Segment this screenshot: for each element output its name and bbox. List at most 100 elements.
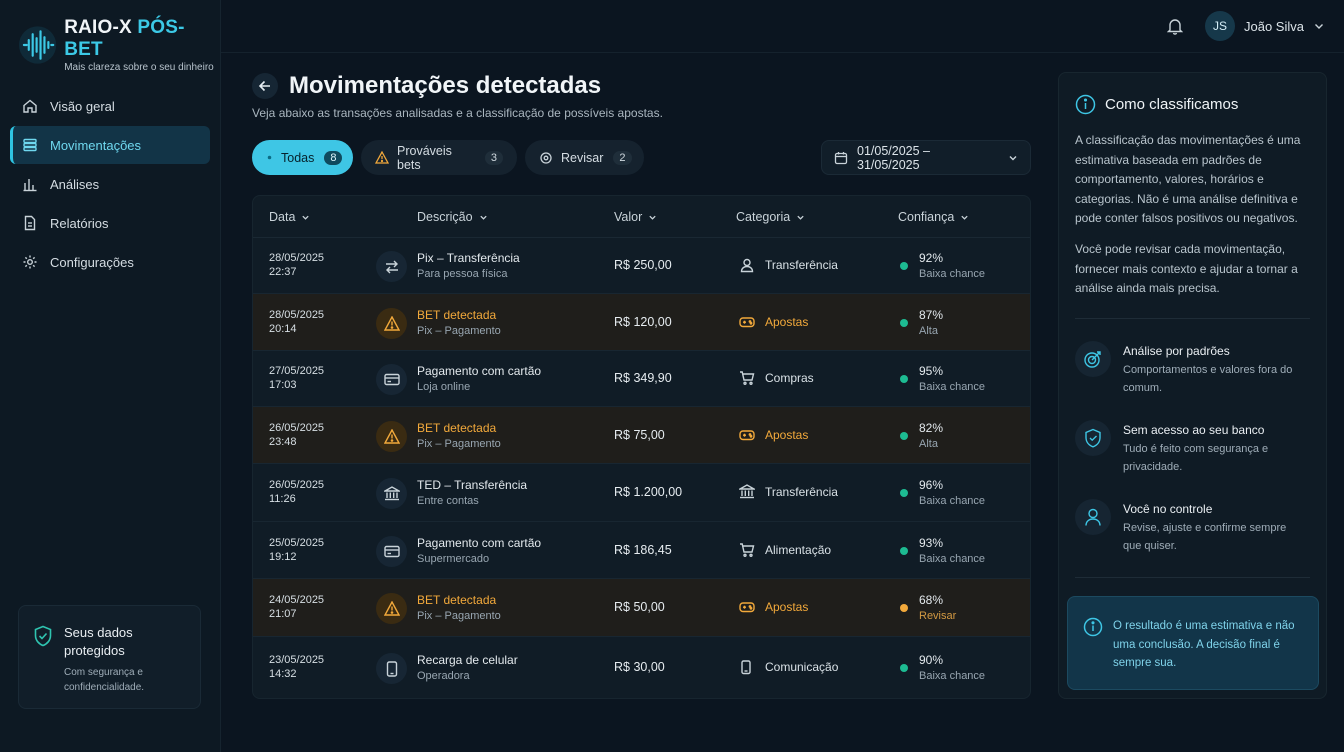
filter-revisar[interactable]: Revisar 2 [525, 140, 644, 175]
page-title: Movimentações detectadas [289, 72, 602, 99]
column-header-confidence[interactable]: Confiança [898, 210, 969, 224]
column-header-label: Descrição [417, 210, 473, 224]
warning-icon [383, 429, 400, 444]
table-row[interactable]: 28/05/2025 20:14 BET detectada Pix – Pagame… [253, 294, 1030, 351]
arrow-left-icon [258, 80, 270, 92]
row-subtitle: Pix – Pagamento [417, 325, 501, 337]
brand-tagline: Mais clareza sobre o seu dinheiro [64, 62, 214, 73]
row-subtitle: Loja online [417, 381, 471, 393]
column-header-value[interactable]: Valor [614, 210, 657, 224]
bar-chart-icon [22, 176, 38, 192]
chevron-down-icon[interactable] [1313, 20, 1325, 32]
avatar[interactable]: JS [1205, 11, 1235, 41]
row-value: R$ 186,45 [614, 543, 672, 557]
row-title: BET detectada [417, 593, 497, 607]
row-type-icon [376, 653, 407, 684]
sidebar-item-relatorios[interactable]: Relatórios [10, 204, 210, 242]
row-type-icon [376, 421, 407, 452]
table-header: Data Descrição Valor Categoria Confiança [253, 196, 1030, 238]
column-header-label: Categoria [736, 210, 791, 224]
table-row[interactable]: 23/05/2025 14:32 Recarga de celular Operado… [253, 637, 1030, 698]
soundwave-logo-icon [18, 26, 57, 64]
table-row[interactable]: 25/05/2025 19:12 Pagamento com cartão Super… [253, 522, 1030, 579]
column-header-date[interactable]: Data [269, 210, 310, 224]
feature-icon-patterns [1075, 341, 1111, 377]
sidebar-item-movimentacoes[interactable]: Movimentações [10, 126, 210, 164]
row-category: Transferência [765, 258, 838, 272]
row-confidence-label: Baixa chance [919, 268, 986, 280]
chevron-down-icon [1009, 155, 1017, 160]
row-date-time: 22:37 [269, 266, 297, 278]
table-row[interactable]: 24/05/2025 21:07 BET detectada Pix – Pagame… [253, 579, 1030, 637]
row-subtitle: Operadora [417, 670, 470, 682]
row-date-time: 20:14 [269, 323, 297, 335]
chevron-down-icon [302, 215, 310, 220]
gear-icon [22, 254, 38, 270]
transactions-table: Data Descrição Valor Categoria Confiança… [252, 195, 1031, 699]
row-value: R$ 50,00 [614, 600, 665, 614]
row-confidence-percent: 68% [919, 593, 944, 607]
column-header-label: Data [269, 210, 296, 224]
row-confidence-label: Baixa chance [919, 670, 986, 682]
table-row[interactable]: 26/05/2025 11:26 TED – Transferência Entre … [253, 464, 1030, 522]
person-icon [739, 257, 755, 273]
row-confidence-percent: 92% [919, 251, 944, 265]
row-date: 28/05/2025 20:14 [269, 308, 324, 336]
confidence-status-dot [900, 604, 908, 612]
date-range-picker[interactable]: 01/05/2025 – 31/05/2025 [821, 140, 1031, 175]
confidence-status-dot [900, 664, 908, 672]
bell-icon[interactable] [1167, 17, 1183, 35]
row-category: Compras [765, 371, 814, 385]
row-value: R$ 1.200,00 [614, 485, 683, 499]
sidebar-nav: Visão geral Movimentações Análises Relat… [10, 87, 210, 282]
row-value: R$ 75,00 [614, 428, 665, 442]
gamepad-icon [739, 599, 755, 615]
shield-check-icon [34, 625, 52, 647]
row-subtitle: Pix – Pagamento [417, 438, 501, 450]
chevron-down-icon [961, 215, 968, 220]
row-value: R$ 120,00 [614, 315, 672, 329]
column-header-description[interactable]: Descrição [417, 210, 488, 224]
disclaimer-text: O resultado é uma estimativa e não uma c… [1113, 620, 1295, 669]
row-date-day: 25/05/2025 [269, 537, 325, 549]
sidebar-item-configuracoes[interactable]: Configurações [10, 243, 210, 281]
row-title: Recarga de celular [417, 653, 518, 667]
row-category: Apostas [765, 600, 809, 614]
row-subtitle: Pix – Pagamento [417, 610, 501, 622]
filter-provaveis-bets[interactable]: Prováveis bets 3 [361, 140, 517, 175]
confidence-status-dot [900, 375, 908, 383]
filter-todas[interactable]: Todas 8 [252, 140, 353, 175]
row-value: R$ 250,00 [614, 258, 672, 272]
row-category: Comunicação [765, 660, 839, 674]
confidence-status-dot [900, 432, 908, 440]
user-name[interactable]: João Silva [1244, 19, 1304, 34]
panel-title: Como classificamos [1105, 96, 1239, 113]
sidebar-item-visao-geral[interactable]: Visão geral [10, 87, 210, 125]
table-row[interactable]: 28/05/2025 22:37 Pix – Transferência Para p… [253, 238, 1030, 294]
row-subtitle: Para pessoa física [417, 268, 508, 280]
brand-logo[interactable]: RAIO-X PÓS-BET Mais clareza sobre o seu … [18, 17, 220, 73]
sidebar-item-analises[interactable]: Análises [10, 165, 210, 203]
row-date-day: 26/05/2025 [269, 479, 325, 491]
row-title: TED – Transferência [417, 478, 528, 492]
sidebar: RAIO-X PÓS-BET Mais clareza sobre o seu … [0, 0, 221, 752]
row-date-time: 14:32 [269, 668, 297, 680]
feature-icon-control [1075, 499, 1111, 535]
warning-icon [375, 151, 389, 164]
row-confidence-percent: 96% [919, 478, 944, 492]
feature-title: Análise por padrões [1123, 344, 1230, 358]
table-row[interactable]: 27/05/2025 17:03 Pagamento com cartão Loja … [253, 351, 1030, 407]
column-header-category[interactable]: Categoria [736, 210, 805, 224]
table-row[interactable]: 26/05/2025 23:48 BET detectada Pix – Pagame… [253, 407, 1030, 464]
row-type-icon [376, 251, 407, 282]
row-date: 28/05/2025 22:37 [269, 251, 324, 279]
back-button[interactable] [252, 73, 278, 99]
row-type-icon [376, 536, 407, 567]
feature-title: Você no controle [1123, 502, 1213, 516]
shield-check-icon [1085, 428, 1101, 448]
row-type-icon [376, 364, 407, 395]
row-date-day: 24/05/2025 [269, 594, 325, 606]
row-confidence-percent: 82% [919, 421, 944, 435]
row-type-icon [376, 308, 407, 339]
feature-subtitle: Revise, ajuste e confirme sempre que qui… [1123, 522, 1287, 552]
